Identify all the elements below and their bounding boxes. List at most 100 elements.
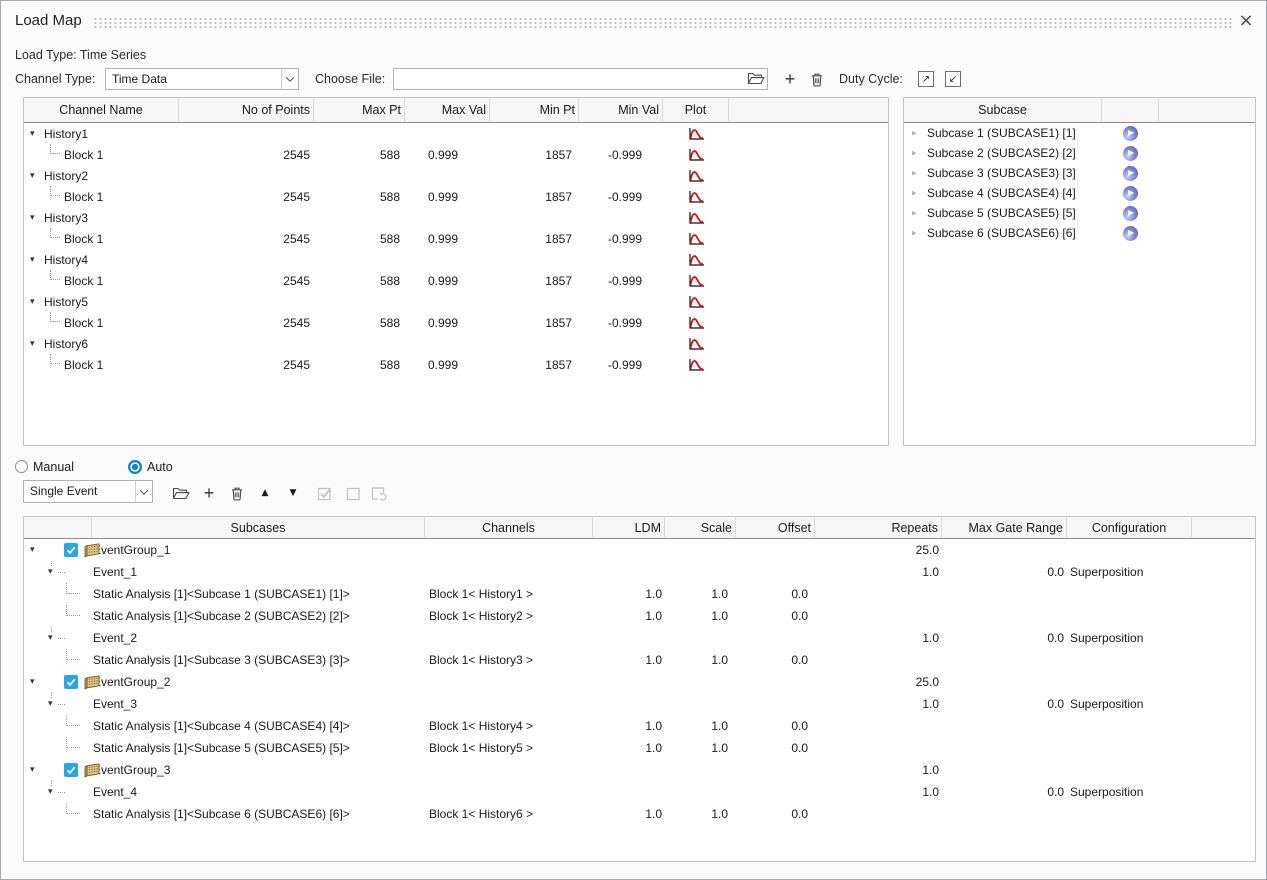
play-icon[interactable]: ▶ [1123, 205, 1138, 221]
channel-block-row[interactable]: Block 1 2545 588 0.999 1857 -0.999 [24, 270, 888, 291]
collapse-icon[interactable]: ▾ [48, 697, 53, 708]
play-icon[interactable]: ▶ [1123, 185, 1138, 201]
chevron-down-icon[interactable] [281, 69, 298, 89]
import-event-button[interactable] [169, 482, 193, 504]
collapse-icon[interactable]: ▾ [30, 337, 35, 348]
plus-icon: + [203, 483, 215, 503]
plot-icon[interactable] [688, 358, 705, 372]
drag-handle[interactable] [93, 17, 1233, 30]
expand-icon[interactable]: ▸ [912, 167, 917, 178]
play-icon[interactable]: ▶ [1123, 225, 1138, 241]
channel-type-select[interactable]: Time Data [105, 68, 299, 90]
plot-icon[interactable] [688, 337, 705, 351]
play-icon[interactable]: ▶ [1123, 165, 1138, 181]
max-val-value: 0.999 [427, 189, 458, 204]
channel-block-row[interactable]: Block 1 2545 588 0.999 1857 -0.999 [24, 228, 888, 249]
event-event-row[interactable]: ▾ Event_3 1.0 0.0 Superposition [24, 693, 1255, 715]
collapse-icon[interactable]: ▾ [30, 211, 35, 222]
subcase-row[interactable]: ▸ Subcase 2 (SUBCASE2) [2] ▶ [904, 143, 1255, 163]
expand-icon[interactable]: ▸ [912, 207, 917, 218]
event-event-row[interactable]: ▾ Event_4 1.0 0.0 Superposition [24, 781, 1255, 803]
expand-icon[interactable]: ▸ [912, 147, 917, 158]
channel-block-row[interactable]: Block 1 2545 588 0.999 1857 -0.999 [24, 186, 888, 207]
channel-history-row[interactable]: ▾ History2 [24, 165, 888, 186]
channel-history-row[interactable]: ▾ History3 [24, 207, 888, 228]
chevron-down-icon[interactable] [135, 481, 152, 502]
subcase-row[interactable]: ▸ Subcase 3 (SUBCASE3) [3] ▶ [904, 163, 1255, 183]
event-event-row[interactable]: ▾ Event_1 1.0 0.0 Superposition [24, 561, 1255, 583]
choose-file-label: Choose File: [315, 72, 386, 86]
event-event-row[interactable]: ▾ Event_2 1.0 0.0 Superposition [24, 627, 1255, 649]
collapse-icon[interactable]: ▾ [30, 253, 35, 264]
event-type-select[interactable]: Single Event [23, 480, 153, 503]
refresh-checks-button[interactable] [367, 482, 391, 504]
subcase-row[interactable]: ▸ Subcase 5 (SUBCASE5) [5] ▶ [904, 203, 1255, 223]
event-case-row[interactable]: Static Analysis [1]<Subcase 4 (SUBCASE4)… [24, 715, 1255, 737]
duty-cycle-import-icon[interactable]: ↙ [945, 71, 961, 87]
channel-block-row[interactable]: Block 1 2545 588 0.999 1857 -0.999 [24, 144, 888, 165]
close-icon[interactable]: × [1236, 11, 1256, 31]
collapse-icon[interactable]: ▾ [30, 676, 35, 687]
channel-history-row[interactable]: ▾ History1 [24, 123, 888, 144]
plot-icon[interactable] [688, 190, 705, 204]
channel-history-row[interactable]: ▾ History4 [24, 249, 888, 270]
event-case-row[interactable]: Static Analysis [1]<Subcase 6 (SUBCASE6)… [24, 803, 1255, 825]
auto-radio[interactable] [128, 459, 142, 474]
plot-icon[interactable] [688, 169, 705, 183]
event-case-row[interactable]: Static Analysis [1]<Subcase 3 (SUBCASE3)… [24, 649, 1255, 671]
event-group-checkbox[interactable] [64, 543, 78, 557]
move-up-button[interactable]: ▲ [253, 482, 277, 504]
manual-radio[interactable] [15, 460, 28, 473]
collapse-icon[interactable]: ▾ [30, 169, 35, 180]
subcase-row[interactable]: ▸ Subcase 4 (SUBCASE4) [4] ▶ [904, 183, 1255, 203]
event-group-checkbox[interactable] [64, 675, 78, 689]
repeats-value: 1.0 [922, 785, 939, 799]
folder-browse-icon[interactable] [747, 71, 765, 87]
event-case-row[interactable]: Static Analysis [1]<Subcase 2 (SUBCASE2)… [24, 605, 1255, 627]
duty-cycle-export-icon[interactable]: ↗ [918, 71, 934, 87]
plot-icon[interactable] [688, 232, 705, 246]
event-case-row[interactable]: Static Analysis [1]<Subcase 1 (SUBCASE1)… [24, 583, 1255, 605]
channel-history-row[interactable]: ▾ History5 [24, 291, 888, 312]
event-group-row[interactable]: ▾ EventGroup_2 25.0 [24, 671, 1255, 693]
event-case-row[interactable]: Static Analysis [1]<Subcase 5 (SUBCASE5)… [24, 737, 1255, 759]
plot-icon[interactable] [688, 148, 705, 162]
uncheck-all-button[interactable] [341, 482, 365, 504]
plot-icon[interactable] [688, 211, 705, 225]
subcase-row[interactable]: ▸ Subcase 1 (SUBCASE1) [1] ▶ [904, 123, 1255, 143]
plot-icon[interactable] [688, 274, 705, 288]
choose-file-input[interactable] [393, 68, 768, 90]
plot-icon[interactable] [688, 295, 705, 309]
collapse-icon[interactable]: ▾ [48, 785, 53, 796]
collapse-icon[interactable]: ▾ [30, 544, 35, 555]
delete-event-button[interactable] [225, 482, 249, 504]
channel-history-row[interactable]: ▾ History6 [24, 333, 888, 354]
check-all-button[interactable] [313, 482, 337, 504]
plot-icon[interactable] [688, 127, 705, 141]
expand-icon[interactable]: ▸ [912, 187, 917, 198]
play-icon[interactable]: ▶ [1123, 145, 1138, 161]
expand-icon[interactable]: ▸ [912, 127, 917, 138]
event-group-row[interactable]: ▾ EventGroup_1 25.0 [24, 539, 1255, 561]
delete-file-button[interactable] [806, 68, 828, 90]
event-label: EventGroup_3 [93, 763, 171, 777]
expand-icon[interactable]: ▸ [912, 227, 917, 238]
event-group-checkbox[interactable] [64, 763, 78, 777]
add-file-button[interactable]: + [779, 68, 801, 90]
plot-icon[interactable] [688, 316, 705, 330]
collapse-icon[interactable]: ▾ [48, 631, 53, 642]
channel-block-row[interactable]: Block 1 2545 588 0.999 1857 -0.999 [24, 354, 888, 375]
move-down-button[interactable]: ▼ [281, 482, 305, 504]
scale-value [665, 781, 736, 803]
play-icon[interactable]: ▶ [1123, 125, 1138, 141]
channel-block-row[interactable]: Block 1 2545 588 0.999 1857 -0.999 [24, 312, 888, 333]
collapse-icon[interactable]: ▾ [30, 295, 35, 306]
collapse-icon[interactable]: ▾ [30, 127, 35, 138]
subcase-row[interactable]: ▸ Subcase 6 (SUBCASE6) [6] ▶ [904, 223, 1255, 243]
collapse-icon[interactable]: ▾ [30, 764, 35, 775]
add-event-button[interactable]: + [197, 482, 221, 504]
repeats-value: 25.0 [915, 675, 939, 689]
collapse-icon[interactable]: ▾ [48, 565, 53, 576]
plot-icon[interactable] [688, 253, 705, 267]
event-group-row[interactable]: ▾ EventGroup_3 1.0 [24, 759, 1255, 781]
